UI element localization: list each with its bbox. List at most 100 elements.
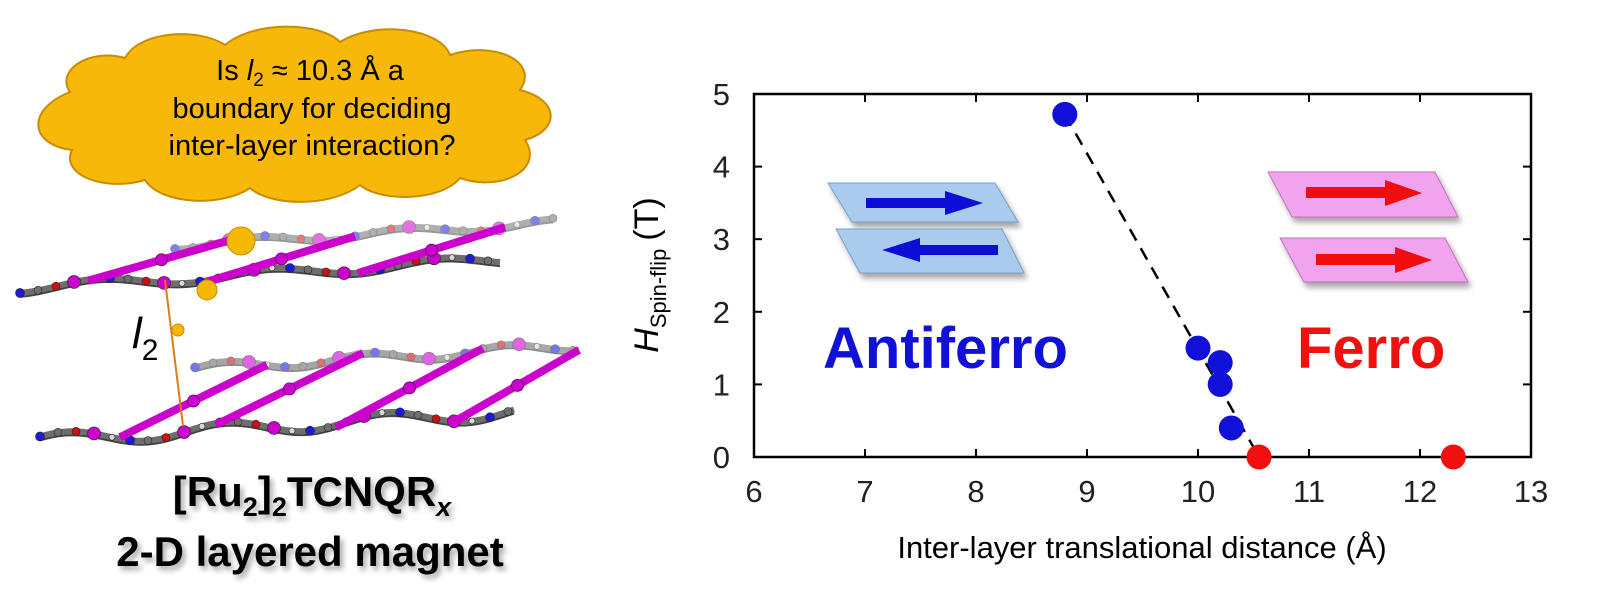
y-tick-label: 0 [713, 440, 730, 475]
atom [278, 232, 288, 242]
atom [386, 224, 396, 234]
bubble-line1-sub: 2 [253, 70, 264, 91]
x-tick-label: 13 [1514, 474, 1548, 509]
atom [267, 421, 281, 435]
bubble-line1-var: l [247, 55, 255, 87]
bubble-line1-prefix: Is [216, 55, 247, 87]
atom [67, 275, 81, 289]
atom [87, 426, 101, 441]
atom [431, 414, 441, 424]
svg-text:[Ru2]2TCNQRx: [Ru2]2TCNQRx [173, 468, 452, 522]
atom [440, 224, 450, 234]
data-point-antiferro [1218, 415, 1244, 441]
bubble-line1-suffix: ≈ 10.3 Å a [264, 54, 405, 87]
ferro-label: Ferro [1297, 316, 1445, 381]
x-tick-label: 12 [1403, 474, 1437, 509]
atom [406, 352, 416, 362]
atom [368, 227, 378, 237]
x-axis-label: Inter-layer translational distance (Å) [897, 530, 1386, 565]
data-point-antiferro [1207, 350, 1233, 376]
atom [483, 256, 493, 266]
plot-frame [752, 92, 1533, 459]
y-tick-label: 2 [713, 295, 730, 330]
molecular-layer [15, 251, 501, 298]
caption-sub-1: 2 [243, 492, 258, 522]
svg-text:l2: l2 [132, 309, 158, 367]
atom [423, 224, 431, 231]
atom [485, 412, 495, 423]
structure-caption: [Ru2]2TCNQRx 2-D layered magnet [116, 468, 503, 575]
atom [512, 337, 526, 352]
bubble-line3: inter-layer interaction? [169, 130, 456, 162]
atom [177, 425, 191, 439]
atom [53, 428, 63, 437]
arrow-left-icon [882, 238, 998, 262]
atom [15, 288, 25, 298]
x-tick-label: 7 [856, 474, 873, 509]
atom [226, 356, 236, 366]
marker-atom-small [171, 323, 185, 337]
atom [71, 427, 81, 436]
atom [288, 427, 296, 435]
data-point-antiferro [1207, 371, 1233, 397]
atom [503, 407, 513, 416]
data-point-antiferro [1052, 101, 1078, 127]
thought-bubble: Is l2 ≈ 10.3 Å a boundary for deciding i… [37, 25, 552, 203]
data-points [1052, 101, 1466, 470]
atom [280, 362, 290, 372]
caption-part-a: [Ru [173, 468, 243, 515]
x-tick-label: 9 [1078, 474, 1095, 509]
atom [157, 276, 171, 290]
atom [337, 266, 351, 280]
y-tick-label: 3 [713, 222, 730, 257]
atom [422, 351, 436, 366]
molecular-layer [35, 406, 515, 446]
arrow-right-icon [1316, 247, 1432, 273]
atom [448, 254, 456, 261]
atom [316, 358, 326, 368]
y-tick-label: 5 [713, 77, 730, 112]
atom [260, 231, 270, 241]
arrow-right-icon [1306, 180, 1422, 206]
atom [178, 279, 186, 287]
atom [303, 265, 313, 275]
distance-label-var: l [132, 309, 143, 358]
atom [33, 285, 43, 295]
atom [143, 436, 153, 445]
data-point-antiferro [1185, 335, 1211, 361]
axis-ticks [753, 93, 1532, 458]
atom [548, 214, 558, 223]
atom [496, 340, 506, 350]
atom [141, 276, 151, 286]
atom [465, 253, 475, 264]
atom [251, 419, 261, 429]
atom [468, 417, 476, 425]
data-point-ferro [1440, 444, 1466, 470]
structure-panel: Is l2 ≈ 10.3 Å a boundary for deciding i… [15, 25, 581, 575]
ru-atom [275, 252, 288, 266]
data-point-ferro [1246, 444, 1272, 470]
molecular-layers [15, 214, 581, 446]
x-tick-label: 6 [745, 474, 762, 509]
y-tick-label: 1 [713, 367, 730, 402]
atom [190, 362, 200, 373]
ferro-illustration [1267, 171, 1469, 283]
ru-atom [155, 253, 168, 267]
caption-sub-2: 2 [272, 492, 287, 522]
cloud-shape [37, 25, 552, 203]
ru-atom [403, 381, 416, 395]
marker-atom-large [226, 226, 256, 256]
y-axis-label-var: H [628, 328, 666, 353]
atom [198, 422, 206, 430]
atom [242, 355, 256, 369]
x-tick-label: 10 [1181, 474, 1215, 509]
atom [513, 221, 521, 228]
atom [161, 433, 171, 442]
y-axis-label-unit: (T) [628, 197, 666, 240]
atom [296, 234, 306, 244]
atom [123, 274, 133, 284]
ru-atom [511, 378, 524, 392]
atom [402, 220, 416, 234]
svg-text:Is l2 ≈ 10.3 Å a: Is l2 ≈ 10.3 Å a [216, 54, 405, 91]
